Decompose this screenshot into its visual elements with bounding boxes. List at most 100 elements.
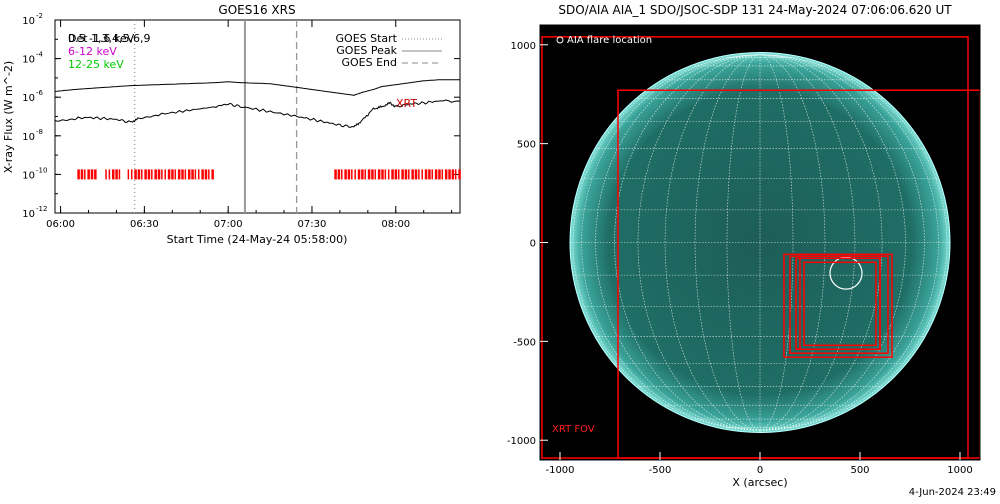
- longitude-line: [759, 54, 948, 431]
- rhessi-bar: [391, 169, 394, 180]
- goes-x-axis: 06:00 06:30 07:00 07:30 08:00: [46, 20, 453, 230]
- longitude-line: [759, 54, 925, 431]
- rhessi-bar: [354, 169, 356, 180]
- rhessi-bar: [80, 169, 84, 180]
- y-tick-exponent: -8: [36, 128, 43, 136]
- rhessi-bar: [411, 169, 414, 180]
- xrt-fov-box: [789, 255, 889, 354]
- aia-y-axis: 1000 500 0 -500 -1000: [507, 41, 548, 447]
- rhessi-bar: [344, 169, 347, 180]
- rhessi-bar: [418, 169, 420, 180]
- x-tick-label: 1000: [947, 465, 972, 476]
- longitude-line: [595, 54, 761, 431]
- rhessi-bar: [404, 169, 408, 180]
- xrt-fov-box: [617, 89, 980, 459]
- rhessi-bar: [115, 169, 118, 180]
- y-tick-exponent: -4: [36, 51, 44, 59]
- rhessi-bar: [161, 169, 163, 180]
- longitude-line: [664, 54, 761, 431]
- x-tick-label: 08:00: [381, 219, 410, 230]
- y-tick-label: 1000: [511, 41, 536, 52]
- x-tick-label: 06:00: [46, 219, 75, 230]
- xrt-marker-label: XRT: [396, 97, 417, 110]
- longitude-line: [614, 54, 761, 431]
- flare-location-circle: [829, 256, 863, 290]
- aia-x-axis: -1000 -500 0 500 1000: [545, 452, 973, 476]
- flare-legend-icon: [556, 36, 564, 44]
- rhessi-bar: [421, 169, 423, 180]
- rhessi-bar: [84, 169, 86, 180]
- rhessi-bar: [438, 169, 441, 180]
- legend-det: Det 1,3,4,5,6,9: [68, 32, 151, 45]
- y-tick-exponent: -10: [36, 166, 47, 174]
- xrt-fov-box: [803, 261, 877, 347]
- rhessi-bar: [90, 169, 94, 180]
- rhessi-bar: [191, 169, 194, 180]
- rhessi-bar: [151, 169, 153, 180]
- rhessi-bar: [434, 169, 438, 180]
- aia-title: SDO/AIA AIA_1 SDO/JSOC-SDP 131 24-May-20…: [558, 3, 952, 17]
- rhessi-bar: [367, 169, 371, 180]
- longitude-line: [759, 54, 939, 431]
- rhessi-bar: [137, 169, 141, 180]
- y-tick-label: 10: [22, 132, 35, 143]
- longitude-line: [759, 54, 794, 431]
- rhessi-bar: [377, 169, 381, 180]
- y-tick-label: 10: [22, 16, 35, 27]
- rhessi-bar: [448, 169, 451, 180]
- limb: [569, 52, 951, 433]
- rhessi-bar: [347, 169, 351, 180]
- rhessi-bar: [105, 169, 107, 180]
- aia-panel: SDO/AIA AIA_1 SDO/JSOC-SDP 131 24-May-20…: [507, 3, 981, 489]
- x-tick-label: -1000: [545, 465, 574, 476]
- rhessi-bar: [337, 169, 341, 180]
- longitude-line: [572, 54, 761, 431]
- x-tick-label: 06:30: [130, 219, 159, 230]
- rhessi-bar: [127, 169, 130, 180]
- rhessi-bar: [204, 169, 208, 180]
- goes-series-group: [54, 79, 461, 128]
- rhessi-bar: [141, 169, 143, 180]
- rhessi-bar: [184, 169, 187, 180]
- x-tick-label: 500: [850, 465, 869, 476]
- y-tick-label: 10: [22, 93, 35, 104]
- legend-goes-start: GOES Start: [336, 32, 398, 45]
- rhessi-bar: [118, 169, 121, 180]
- rhessi-bar: [198, 169, 200, 180]
- y-tick-label: 10: [22, 170, 35, 181]
- rhessi-bar: [77, 169, 80, 180]
- y-tick-label: -1000: [507, 436, 536, 447]
- goes-event-markers: [133, 20, 298, 213]
- rhessi-bar: [371, 169, 374, 180]
- rhessi-bar: [458, 169, 461, 180]
- longitude-line: [637, 54, 761, 431]
- longitude-line: [759, 54, 826, 431]
- rhessi-bar: [364, 169, 366, 180]
- y-tick-label: 10: [22, 209, 35, 220]
- rhessi-bar: [201, 169, 204, 180]
- rhessi-bar: [154, 169, 157, 180]
- rhessi-bar: [414, 169, 418, 180]
- xrt-fov-label: XRT FOV: [552, 424, 595, 435]
- rhessi-bar: [387, 169, 390, 180]
- rhessi-bar: [171, 169, 174, 180]
- rhessi-bar: [208, 169, 210, 180]
- rhessi-bar: [341, 169, 343, 180]
- y-tick-label: -500: [513, 337, 536, 348]
- x-tick-label: 07:30: [298, 219, 327, 230]
- rhessi-bar: [87, 169, 90, 180]
- rhessi-bar: [181, 169, 184, 180]
- rhessi-bar: [451, 169, 455, 180]
- rhessi-bar: [441, 169, 444, 180]
- rhessi-bar: [174, 169, 177, 180]
- rhessi-bar: [130, 169, 133, 180]
- x-tick-label: 0: [757, 465, 763, 476]
- legend-det-overlay: 0.5 -1.6 keV: [68, 32, 135, 45]
- rhessi-bar: [351, 169, 353, 180]
- rhessi-bar: [431, 169, 434, 180]
- goes-y-label: X-ray Flux (W m^-2): [2, 61, 15, 173]
- goes-x-label: Start Time (24-May-24 05:58:00): [167, 233, 348, 246]
- rhessi-bar: [357, 169, 361, 180]
